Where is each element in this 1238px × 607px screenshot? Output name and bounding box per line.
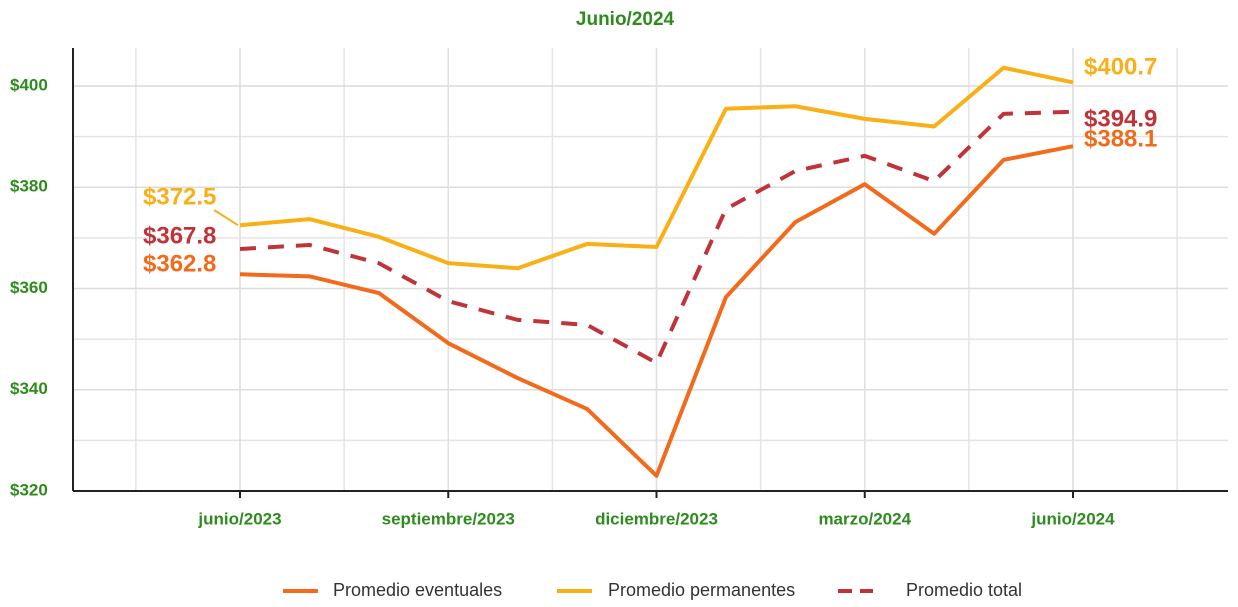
- y-tick-label: $360: [10, 278, 48, 297]
- legend-label: Promedio total: [906, 580, 1022, 600]
- y-tick-label: $340: [10, 379, 48, 398]
- data-label: $362.8: [143, 250, 216, 277]
- chart-title: Junio/2024: [576, 9, 675, 30]
- data-label: $388.1: [1084, 125, 1157, 152]
- y-tick-label: $320: [10, 480, 48, 499]
- x-tick-label: septiembre/2023: [382, 509, 515, 528]
- data-label: $367.8: [143, 222, 216, 249]
- y-tick-label: $400: [10, 75, 48, 94]
- series-line: [239, 144, 1074, 478]
- y-tick-label: $380: [10, 177, 48, 196]
- x-tick-label: marzo/2024: [818, 509, 911, 528]
- label-leader: [213, 209, 239, 227]
- data-label: $394.9: [1084, 105, 1157, 132]
- x-tick-label: junio/2023: [197, 509, 281, 528]
- x-tick-label: diciembre/2023: [595, 509, 718, 528]
- legend-label: Promedio eventuales: [333, 580, 502, 600]
- data-label: $400.7: [1084, 53, 1157, 80]
- series-line: [239, 109, 1074, 365]
- legend-label: Promedio permanentes: [608, 580, 795, 600]
- x-tick-label: junio/2024: [1030, 509, 1115, 528]
- series-line: [239, 65, 1074, 271]
- data-label: $372.5: [143, 183, 216, 210]
